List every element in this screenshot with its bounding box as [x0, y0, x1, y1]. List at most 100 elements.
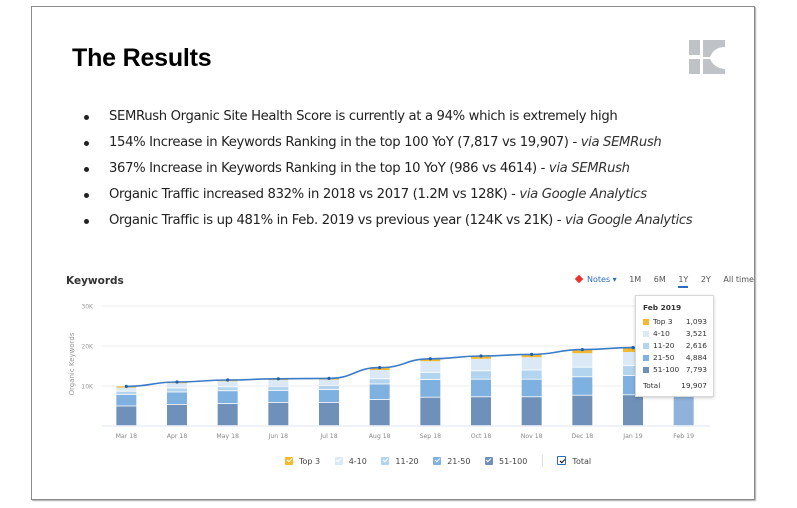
- checkbox-icon: [285, 456, 293, 465]
- y-axis-ticks: 10K 20K 30K: [81, 304, 94, 391]
- chart-grid: [102, 305, 710, 427]
- x-tick-label: Dec 18: [571, 433, 593, 440]
- chart-toolbar: Notes ▾ 1M 6M 1Y 2Y All time: [574, 274, 764, 288]
- legend-51-100-toggle[interactable]: 51-100: [484, 456, 527, 466]
- bullet-source: via SEMRush: [580, 135, 662, 150]
- bar-segment-51-100: [369, 400, 390, 426]
- bar-segment-51-100: [167, 404, 187, 426]
- bullet-source: via SEMRush: [548, 161, 630, 176]
- bar-segment-4-10: [116, 387, 137, 391]
- 11-20-swatch-icon: [643, 343, 649, 349]
- y-axis-label: Organic Keywords: [68, 332, 76, 395]
- x-tick-label: Jan 19: [622, 433, 642, 440]
- bar-segment-4-10: [572, 353, 593, 367]
- range-all-time-button[interactable]: All time: [723, 275, 754, 284]
- bar-segment-21-50: [420, 380, 441, 397]
- bullet-text: Organic Traffic is up 481% in Feb. 2019 …: [109, 213, 565, 228]
- total-line: [124, 341, 689, 388]
- x-tick-label: Apr 18: [167, 433, 188, 440]
- range-2y-button[interactable]: 2Y: [700, 275, 711, 284]
- total-point: [428, 357, 432, 361]
- checkbox-icon: [334, 456, 343, 465]
- range-1m-button[interactable]: 1M: [629, 275, 642, 284]
- chart-tooltip: Feb 2019 Top 3 1,093 4-10 3,521 11-20 2,616…: [635, 295, 714, 397]
- range-6m-button[interactable]: 6M: [653, 275, 666, 284]
- tooltip-row: 4-10 3,521: [643, 329, 707, 340]
- total-point: [226, 378, 230, 382]
- bar-segment-51-100: [623, 395, 643, 426]
- checkbox-icon: [433, 456, 442, 465]
- bar-segment-11-20: [319, 386, 339, 390]
- bar-segment-11-20: [572, 367, 593, 377]
- total-point: [378, 366, 382, 370]
- total-point: [276, 377, 280, 381]
- bar-segment-11-20: [521, 370, 542, 379]
- bullet-dot-icon: [84, 193, 89, 198]
- bullet-dot-icon: [84, 115, 89, 120]
- bar-segment-21-50: [319, 390, 339, 402]
- bar-segment-top3: [572, 349, 593, 354]
- x-tick-label: Aug 18: [369, 433, 391, 440]
- total-line-path: [126, 345, 684, 388]
- bar-segment-51-100: [673, 394, 694, 426]
- company-logo-icon: [689, 40, 725, 74]
- bar-segment-11-20: [420, 372, 441, 380]
- bullet-dot-icon: [84, 219, 89, 224]
- bar-segment-51-100: [217, 404, 238, 426]
- legend-11-20-toggle[interactable]: 11-20: [381, 456, 419, 466]
- bar-segment-4-10: [217, 381, 238, 387]
- bar-segment-51-100: [471, 397, 491, 426]
- bar-segment-21-50: [268, 390, 289, 402]
- tooltip-row: 11-20 2,616: [643, 341, 707, 352]
- 51-100-swatch-icon: [643, 367, 649, 373]
- x-tick-label: Feb 19: [673, 433, 694, 440]
- legend-total-toggle[interactable]: Total: [557, 456, 591, 466]
- bar-segment-51-100: [521, 397, 542, 426]
- bar-segment-11-20: [116, 391, 137, 394]
- total-point: [580, 348, 584, 352]
- bar-segment-51-100: [268, 402, 289, 426]
- bullet-text: SEMRush Organic Site Health Score is cur…: [109, 109, 618, 124]
- bullet-dot-icon: [84, 167, 89, 172]
- bar-segment-4-10: [319, 379, 339, 386]
- bar-segment-11-20: [369, 379, 390, 384]
- legend-21-50-toggle[interactable]: 21-50: [433, 456, 470, 466]
- bar-segment-top3: [623, 348, 643, 352]
- range-1y-button[interactable]: 1Y: [678, 275, 689, 288]
- chart-legend: Top 3 4-10 11-20 21-50 51-100 Total: [285, 455, 603, 467]
- x-tick-label: Oct 18: [471, 433, 492, 440]
- bar-segment-21-50: [116, 394, 137, 406]
- bar-segment-4-10: [268, 380, 289, 386]
- bar-segment-11-20: [471, 371, 491, 379]
- bar-segment-51-100: [420, 397, 441, 426]
- bullet-text: 367% Increase in Keywords Ranking in the…: [109, 161, 549, 176]
- tooltip-total-row: Total 19,907: [643, 381, 707, 390]
- bar-segment-4-10: [167, 383, 187, 388]
- x-tick-label: Nov 18: [521, 433, 543, 440]
- top3-swatch-icon: [643, 319, 649, 325]
- bullet-text: 154% Increase in Keywords Ranking in the…: [109, 135, 581, 150]
- bar-segment-51-100: [116, 406, 137, 426]
- total-point: [530, 352, 534, 356]
- y-tick-label: 20K: [81, 344, 94, 351]
- tooltip-row: 51-100 7,793: [643, 365, 707, 376]
- x-tick-label: Jun 18: [268, 433, 289, 440]
- chart-title: Keywords: [66, 275, 124, 287]
- y-tick-label: 10K: [81, 384, 94, 391]
- bar-segment-21-50: [572, 377, 593, 395]
- bar-segment-21-50: [471, 379, 491, 397]
- total-point: [479, 354, 483, 358]
- checkbox-icon: [557, 456, 567, 465]
- tooltip-row: 21-50 4,884: [643, 353, 707, 364]
- bar-segment-21-50: [521, 379, 542, 397]
- 21-50-swatch-icon: [643, 355, 649, 361]
- x-tick-label: May 18: [216, 433, 239, 440]
- bullet-source: via Google Analytics: [519, 187, 647, 202]
- bar-segment-4-10: [471, 358, 491, 371]
- legend-top3-toggle[interactable]: Top 3: [285, 456, 320, 466]
- 4-10-swatch-icon: [643, 331, 649, 337]
- y-tick-label: 30K: [81, 304, 94, 311]
- notes-dropdown[interactable]: Notes ▾: [574, 274, 617, 284]
- legend-4-10-toggle[interactable]: 4-10: [334, 456, 367, 466]
